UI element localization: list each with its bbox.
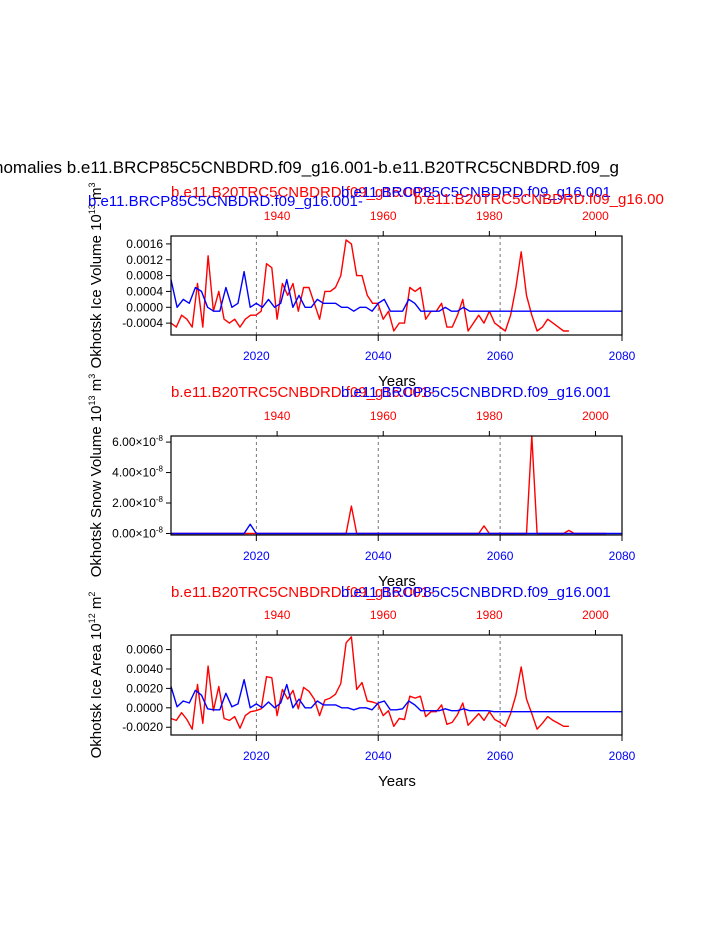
series-line-red (171, 435, 607, 535)
y-tick-label: 0.0016 (126, 237, 163, 251)
y-tick-label: 6.00×10-8 (112, 434, 163, 449)
top-tick-label: 1980 (476, 608, 503, 622)
y-tick-label: 0.0012 (126, 253, 163, 267)
series-line-blue (170, 679, 622, 713)
y-tick-label: 0.0060 (126, 643, 163, 657)
y-axis-label: Okhotsk Ice Volume 1013 m3 (87, 183, 105, 369)
bottom-tick-label: 2040 (365, 349, 392, 363)
top-tick-label: 1960 (370, 209, 397, 223)
top-tick-label: 1940 (264, 409, 291, 423)
bottom-tick-label: 2020 (243, 749, 270, 763)
chart-panel-2: 2020 2040 2060 2080 1940 1960 1980 2000 0.00×10-… (87, 374, 636, 590)
x-axis-label: Years (378, 773, 416, 790)
y-tick-label: 0.0020 (126, 681, 163, 695)
bottom-tick-label: 2060 (487, 549, 514, 563)
y-axis-label: Okhotsk Ice Area 1012 m2 (87, 592, 105, 759)
y-tick-label: 0.0000 (126, 701, 163, 715)
plot-frame (170, 435, 623, 536)
y-tick-label: -0.0004 (122, 316, 163, 330)
top-tick-label: 2000 (582, 608, 609, 622)
bottom-tick-label: 2080 (609, 749, 636, 763)
y-tick-label: -0.0020 (122, 720, 163, 734)
y-tick-label: 0.0000 (126, 300, 163, 314)
bottom-tick-label: 2080 (609, 549, 636, 563)
panel-title-red: b.e11.B20TRC5CNBDRD.f09_g16.001- (171, 584, 434, 601)
top-tick-label: 2000 (582, 409, 609, 423)
x-axis-label: Years (378, 373, 416, 390)
y-tick-label: 0.0040 (126, 662, 163, 676)
bottom-tick-label: 2020 (243, 349, 270, 363)
y-tick-label: 0.0008 (126, 269, 163, 283)
series-line-blue (170, 270, 622, 312)
page-title: nomalies b.e11.BRCP85C5CNBDRD.f09_g16.00… (0, 158, 619, 177)
bottom-tick-label: 2060 (487, 749, 514, 763)
panel-title-red-2: b.e11.B20TRC5CNBDRD.f09_g16.00 (414, 191, 664, 208)
bottom-tick-label: 2080 (609, 349, 636, 363)
top-tick-label: 1940 (264, 608, 291, 622)
panel-title-blue: b.e11.BRCP85C5CNBDRD.f09_g16.001 (341, 184, 611, 201)
panel-title-red: b.e11.B20TRC5CNBDRD.f09_g16.001- (171, 184, 434, 201)
y-tick-label: 0.0004 (126, 284, 163, 298)
top-tick-label: 1960 (370, 608, 397, 622)
top-tick-label: 1980 (476, 209, 503, 223)
plot-frame (170, 634, 623, 736)
top-tick-label: 1980 (476, 409, 503, 423)
y-tick-label: 2.00×10-8 (112, 495, 163, 510)
series-line-red (170, 239, 569, 332)
bottom-tick-label: 2060 (487, 349, 514, 363)
bottom-tick-label: 2020 (243, 549, 270, 563)
chart-panel-3: 2020 2040 2060 2080 1940 1960 1980 2000 0.0060 0.… (87, 584, 636, 790)
bottom-tick-label: 2040 (365, 549, 392, 563)
panel-title-blue: b.e11.BRCP85C5CNBDRD.f09_g16.001 (341, 584, 611, 601)
y-tick-label: 0.00×10-8 (112, 525, 163, 540)
chart-panel-1: 2020 2040 2060 2080 1940 1960 1980 2000 0.0016 0.… (87, 183, 664, 390)
y-tick-label: 4.00×10-8 (112, 465, 163, 480)
panel-title-red: b.e11.B20TRC5CNBDRD.f09_g16.001- (171, 384, 434, 401)
series-line-red (170, 636, 569, 730)
panel-title-blue: b.e11.BRCP85C5CNBDRD.f09_g16.001 (341, 384, 611, 401)
top-tick-label: 1940 (264, 209, 291, 223)
panel-title-blue-2: b.e11.BRCP85C5CNBDRD.f09_g16.001- (88, 193, 363, 210)
plot-frame (170, 235, 623, 336)
series-line-blue (171, 523, 622, 535)
bottom-tick-label: 2040 (365, 749, 392, 763)
x-axis-label: Years (378, 573, 416, 590)
y-axis-label: Okhotsk Snow Volume 1013 m3 (87, 374, 105, 577)
top-tick-label: 2000 (582, 209, 609, 223)
top-tick-label: 1960 (370, 409, 397, 423)
panels: 2020 2040 2060 2080 1940 1960 1980 2000 0.0016 0.… (87, 183, 664, 790)
